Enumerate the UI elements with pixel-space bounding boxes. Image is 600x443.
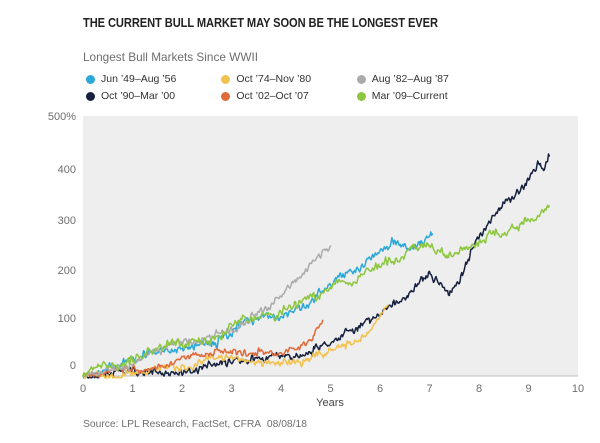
svg-text:10: 10 [572,383,584,395]
svg-text:300: 300 [58,215,76,227]
svg-text:200: 200 [58,265,76,277]
svg-text:3: 3 [228,383,234,395]
svg-text:7: 7 [426,383,432,395]
svg-text:1: 1 [129,383,135,395]
svg-text:Years: Years [316,397,344,409]
svg-text:9: 9 [525,383,531,395]
svg-text:500%: 500% [48,111,76,123]
svg-text:8: 8 [476,383,482,395]
svg-text:4: 4 [278,383,284,395]
svg-text:100: 100 [58,313,76,325]
svg-text:2: 2 [179,383,185,395]
svg-text:0: 0 [80,383,86,395]
svg-text:6: 6 [377,383,383,395]
svg-text:5: 5 [327,383,333,395]
svg-text:0: 0 [70,360,76,372]
svg-text:400: 400 [58,164,76,176]
